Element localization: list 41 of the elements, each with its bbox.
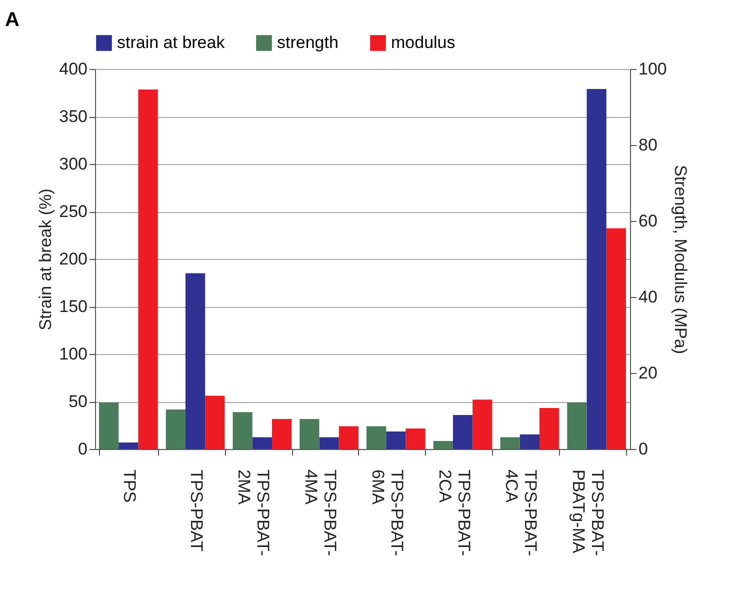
y2-tick-label: 40 <box>638 288 658 306</box>
y-axis-title: Strain at break (%) <box>36 188 56 330</box>
x-tick-label: TPS-PBAT-6MA <box>368 470 406 556</box>
y-tick-label: 350 <box>59 107 88 126</box>
bar <box>567 402 587 449</box>
y-tick-label: 150 <box>59 297 88 316</box>
bar <box>166 409 186 449</box>
legend-label: modulus <box>391 33 456 52</box>
y-tick-label: 400 <box>59 60 88 78</box>
y2-tick-label: 0 <box>638 440 648 458</box>
bar <box>232 412 252 449</box>
y-tick-label: 200 <box>59 250 88 268</box>
y2-axis-title: Strength, Modulus (MPa) <box>670 165 690 354</box>
bar <box>205 396 225 449</box>
bar <box>138 90 158 449</box>
bar <box>118 442 138 449</box>
x-tick-label: TPS-PBAT-2CA <box>435 470 474 556</box>
x-tick-label: TPS-PBAT-PBATg-MA <box>569 470 608 556</box>
bar <box>272 418 292 449</box>
bar <box>186 273 206 449</box>
y-tick-label: 100 <box>59 344 88 364</box>
x-tick-label: TPS-PBAT-2MA <box>234 470 273 556</box>
x-tick-label: TPS-PBAT-4CA <box>502 470 540 556</box>
y2-tick-label: 80 <box>638 136 658 154</box>
y2-tick-label: 100 <box>638 60 667 78</box>
y2-tick-label: 60 <box>638 212 658 230</box>
x-tick-label: TPS <box>120 470 139 503</box>
y2-tick-label: 20 <box>638 364 658 382</box>
bar <box>539 408 560 449</box>
y-tick-label: 50 <box>68 392 88 411</box>
x-tick-label: TPS-PBAT <box>186 470 206 552</box>
legend-label: strength <box>277 33 338 52</box>
chart-title: A <box>5 9 20 31</box>
bar <box>300 418 320 449</box>
y-tick-label: 250 <box>59 202 88 221</box>
x-tick-label: TPS-PBAT-4MA <box>302 470 340 556</box>
bar <box>433 441 454 449</box>
legend-label: strain at break <box>117 33 226 52</box>
bar <box>99 402 119 449</box>
y-tick-label: 0 <box>78 440 88 458</box>
y-tick-label: 300 <box>59 154 88 174</box>
